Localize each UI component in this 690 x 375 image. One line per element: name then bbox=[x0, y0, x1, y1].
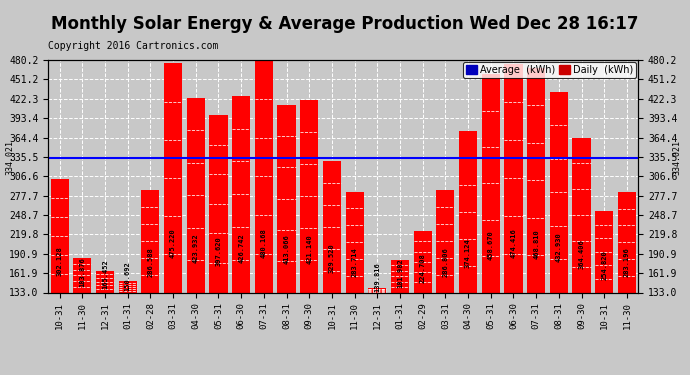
Bar bbox=[550, 92, 568, 292]
Bar bbox=[73, 258, 91, 292]
Text: 423.932: 423.932 bbox=[193, 234, 199, 263]
Bar bbox=[573, 138, 591, 292]
Text: 364.406: 364.406 bbox=[578, 240, 584, 269]
Text: 150.692: 150.692 bbox=[125, 261, 130, 291]
Bar bbox=[277, 105, 295, 292]
Text: 474.416: 474.416 bbox=[511, 228, 516, 258]
Text: 286.588: 286.588 bbox=[148, 248, 153, 277]
Text: 413.066: 413.066 bbox=[284, 235, 290, 264]
Bar bbox=[187, 98, 205, 292]
Text: 139.816: 139.816 bbox=[374, 262, 380, 292]
Bar bbox=[459, 131, 477, 292]
Text: 224.708: 224.708 bbox=[420, 254, 426, 283]
Bar bbox=[527, 68, 545, 292]
Bar bbox=[391, 260, 409, 292]
Text: Monthly Solar Energy & Average Production Wed Dec 28 16:17: Monthly Solar Energy & Average Productio… bbox=[51, 15, 639, 33]
Bar bbox=[323, 161, 341, 292]
Text: 283.714: 283.714 bbox=[352, 248, 357, 278]
Text: 183.876: 183.876 bbox=[79, 258, 86, 287]
Bar bbox=[232, 96, 250, 292]
Text: 283.196: 283.196 bbox=[624, 248, 630, 278]
Text: 426.742: 426.742 bbox=[238, 233, 244, 263]
Text: 334.021: 334.021 bbox=[6, 140, 14, 176]
Text: 181.982: 181.982 bbox=[397, 258, 403, 288]
Bar bbox=[209, 115, 228, 292]
Bar bbox=[436, 189, 455, 292]
Legend: Average  (kWh), Daily  (kWh): Average (kWh), Daily (kWh) bbox=[463, 62, 636, 78]
Bar bbox=[482, 74, 500, 292]
Bar bbox=[413, 231, 432, 292]
Bar bbox=[504, 64, 522, 292]
Text: 302.128: 302.128 bbox=[57, 246, 63, 276]
Text: 329.520: 329.520 bbox=[329, 243, 335, 273]
Text: 432.930: 432.930 bbox=[556, 232, 562, 262]
Text: 468.810: 468.810 bbox=[533, 229, 539, 259]
Bar bbox=[255, 60, 273, 292]
Text: 475.220: 475.220 bbox=[170, 228, 176, 258]
Text: 165.452: 165.452 bbox=[102, 260, 108, 289]
Text: 286.806: 286.806 bbox=[442, 247, 448, 277]
Text: 421.140: 421.140 bbox=[306, 234, 313, 264]
Bar bbox=[618, 192, 636, 292]
Text: 254.820: 254.820 bbox=[601, 251, 607, 280]
Bar bbox=[50, 179, 69, 292]
Text: 480.168: 480.168 bbox=[261, 228, 267, 258]
Text: 374.124: 374.124 bbox=[465, 238, 471, 268]
Bar bbox=[595, 211, 613, 292]
Text: Copyright 2016 Cartronics.com: Copyright 2016 Cartronics.com bbox=[48, 41, 219, 51]
Bar bbox=[346, 192, 364, 292]
Bar bbox=[119, 280, 137, 292]
Bar bbox=[368, 288, 386, 292]
Bar bbox=[96, 271, 114, 292]
Text: 397.620: 397.620 bbox=[215, 236, 221, 266]
Bar bbox=[300, 99, 318, 292]
Text: 334.021: 334.021 bbox=[672, 140, 681, 176]
Bar bbox=[141, 190, 159, 292]
Bar bbox=[164, 63, 182, 292]
Text: 458.670: 458.670 bbox=[488, 230, 494, 260]
